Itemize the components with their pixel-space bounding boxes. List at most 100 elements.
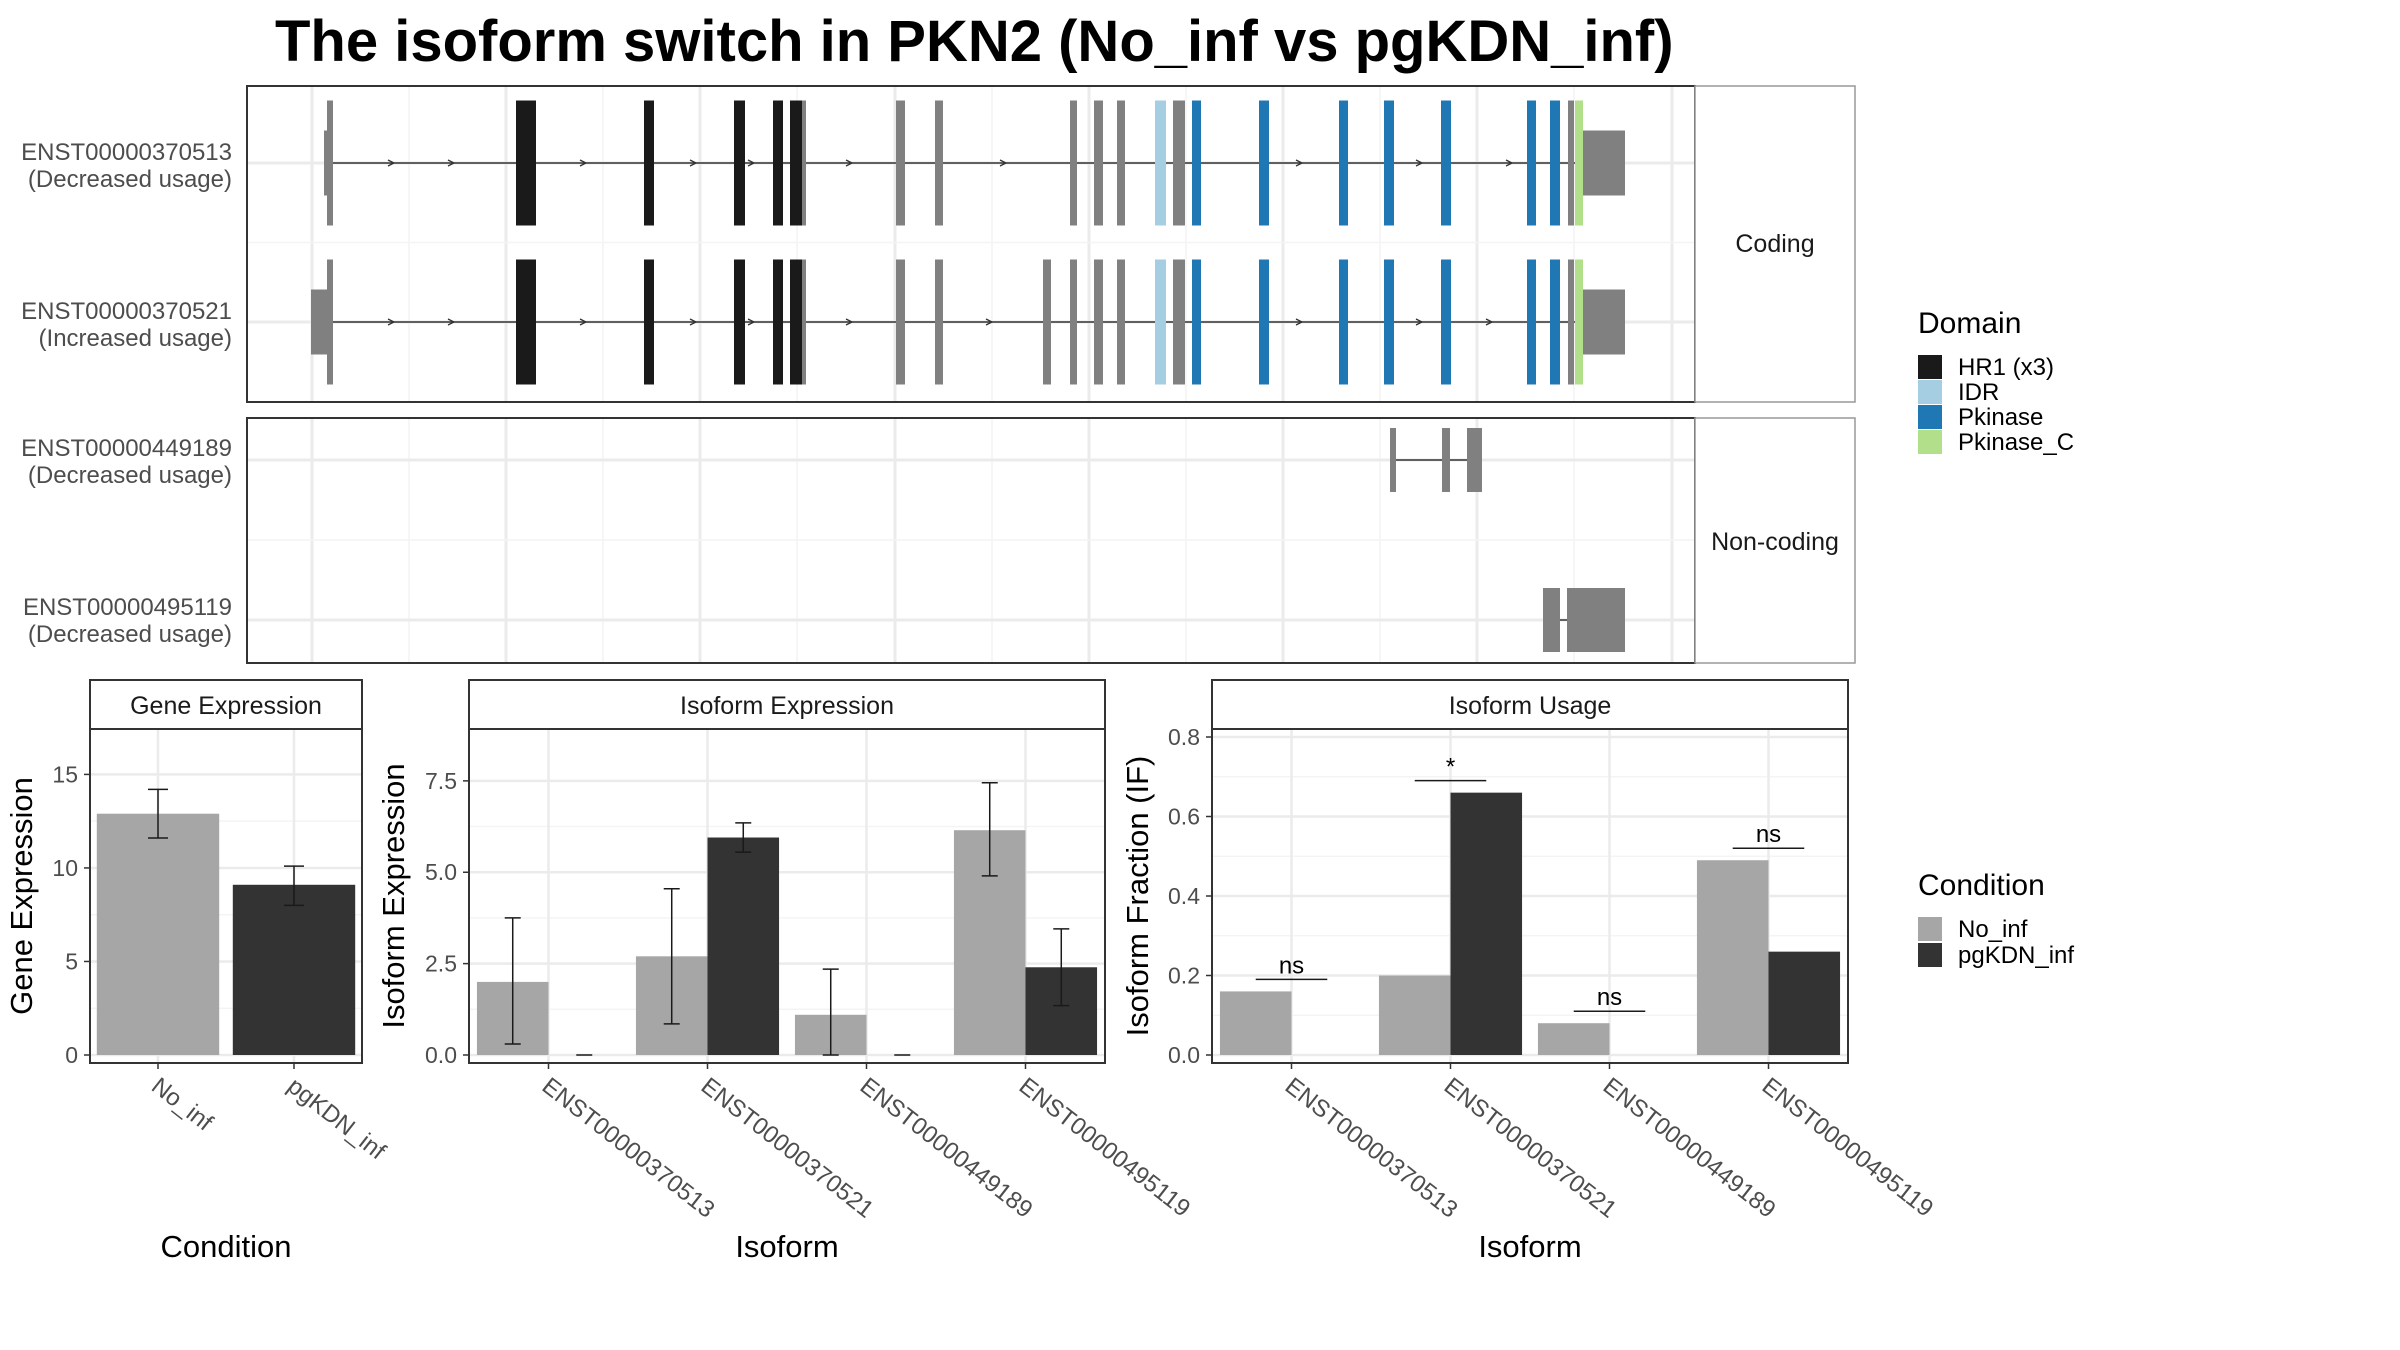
exon-block [1527,259,1536,385]
bar-pgKDN_inf-ENST00000495119 [1768,951,1841,1055]
legend-swatch-idr [1918,380,1942,404]
coding-panel-bg [246,85,1696,403]
strand-arrow [1295,159,1304,167]
x-tick-label: No_inf [146,1072,218,1136]
coding-structure-panel: Coding [246,85,1856,403]
exon-block [802,259,806,385]
isoform-expression-chart: Isoform Expression 0.0 2.5 5.0 7.5 ENST000003… [376,679,1195,1264]
coding-transcripts [311,100,1625,385]
facet-strip [89,679,363,730]
exon-block [1339,100,1348,226]
y-axis-title: Isoform Fraction (IF) [1120,756,1155,1037]
exon-block [1568,259,1574,385]
y-tick-label: 2.5 [425,951,457,977]
exon-block [1173,100,1181,226]
legend-swatch-pkinase [1918,405,1942,429]
legend-label-idr: IDR [1958,379,1999,406]
legend-label-pkinase-c: Pkinase_C [1958,429,2074,456]
exon-block [1390,428,1396,492]
utr-block [1583,130,1625,196]
isoform-label-id-1: ENST00000370513 [21,139,232,166]
legend-label-hr1: HR1 (x3) [1958,354,2054,381]
exon-block [1568,100,1574,226]
y-tick-label: 5 [65,948,78,974]
isoform-label-id-4: ENST00000495119 [23,594,232,621]
y-tick-label: 0.6 [1168,804,1200,830]
x-tick-label: ENST00000370513 [1280,1072,1463,1223]
exon-block [1567,588,1625,652]
bar-No_inf-ENST00000370521 [1378,975,1451,1055]
exon-block [1070,259,1077,385]
strand-arrow [579,318,588,326]
exon-block [1441,100,1451,226]
exon-block [1117,100,1125,226]
significance-label: ns [1597,984,1622,1011]
x-tick-label: pgKDN_inf [282,1072,390,1165]
strand-arrow [845,318,854,326]
facet-strip-title: Isoform Expression [680,692,894,720]
strand-arrow [689,318,698,326]
isoform-label-usage-4: (Decreased usage) [28,621,232,648]
chart-title: The isoform switch in PKN2 (No_inf vs pg… [275,9,1674,74]
noncoding-transcripts [1390,428,1625,652]
facet-strip-title: Isoform Usage [1449,692,1612,720]
exon-block [531,100,536,226]
exon-block [1259,259,1269,385]
bar-pgKDN_inf-ENST00000370521 [1450,792,1523,1055]
strand-arrow [689,159,698,167]
strand-arrow [845,159,854,167]
exon-block [896,100,905,226]
strand-arrow [1485,318,1494,326]
strand-arrow [447,159,456,167]
exon-block [1192,259,1201,385]
exon-block [935,100,943,226]
y-tick-label: 7.5 [425,768,457,794]
exon-block [523,100,531,226]
x-tick-label: ENST00000370513 [537,1072,720,1223]
exon-block [773,100,783,226]
bar-No_inf-ENST00000449189 [1537,1023,1610,1055]
exon-block [1550,259,1560,385]
strand-arrow [387,159,396,167]
x-axis-title: Condition [161,1229,292,1264]
strand-arrow [985,318,994,326]
exon-block [1543,588,1560,652]
bar-No_inf-ENST00000370513 [1219,991,1292,1055]
exon-block [1384,100,1394,226]
exon-block [1192,100,1201,226]
x-tick-label: ENST00000370521 [1439,1072,1622,1223]
x-axis-title: Isoform [735,1229,838,1264]
exon-block [1339,259,1348,385]
exon-block [1441,259,1451,385]
exon-block [802,100,806,226]
exon-block [1181,259,1185,385]
facet-strip [468,679,1106,730]
exon-block [1155,100,1166,226]
y-axis-title: Isoform Expression [376,763,411,1028]
y-tick-label: 0.0 [425,1042,457,1068]
x-tick-label: ENST00000495119 [1757,1072,1938,1222]
exon-block [935,259,943,385]
bar-pgKDN_inf-ENST00000370521 [707,837,780,1055]
exon-block [1575,259,1583,385]
legend-label-pgkdn-inf: pgKDN_inf [1958,942,2074,969]
legend-label-pkinase: Pkinase [1958,404,2043,431]
exon-block [1070,100,1077,226]
condition-legend: Condition No_inf pgKDN_inf [1918,869,2074,969]
exon-block [1117,259,1125,385]
coding-strip-box [1694,85,1856,403]
domain-legend: Domain HR1 (x3) IDR Pkinase Pkinase_C [1918,307,2074,456]
bar-No_inf-ENST00000495119 [1696,860,1769,1055]
strand-arrow [447,318,456,326]
x-tick-label: ENST00000495119 [1014,1072,1195,1222]
exon-block [1527,100,1536,226]
y-tick-label: 15 [52,761,78,787]
noncoding-strip-label: Non-coding [1711,528,1839,556]
isoform-label-id-3: ENST00000449189 [21,435,232,462]
strand-arrow [1505,159,1514,167]
y-tick-label: 0.0 [1168,1042,1200,1068]
legend-swatch-hr1 [1918,355,1942,379]
legend-swatch-pkinase-c [1918,430,1942,454]
exon-block [790,100,802,226]
strand-arrow [1295,318,1304,326]
